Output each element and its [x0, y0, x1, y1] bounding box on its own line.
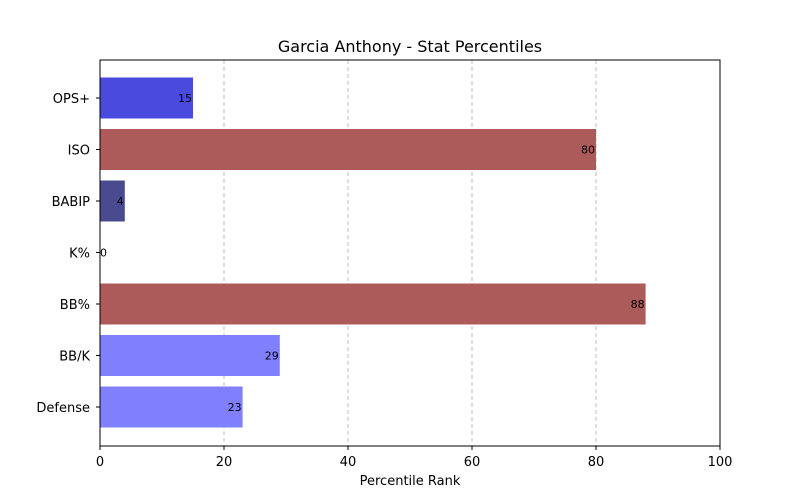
data-label: 80: [581, 144, 595, 157]
x-axis-ticks: 0 20 40 60 80 100: [96, 446, 733, 470]
y-tick-label: OPS+: [53, 92, 90, 107]
bar: [100, 77, 193, 119]
bar: [100, 335, 280, 376]
chart-title: Garcia Anthony - Stat Percentiles: [278, 37, 542, 56]
y-tick-label: BB/K: [59, 350, 90, 365]
bar: [100, 180, 125, 222]
y-tick-label: K%: [69, 247, 90, 262]
bar: [100, 283, 646, 325]
x-tick-label: 60: [464, 455, 481, 470]
y-axis-ticks: OPS+ ISO BABIP K% BB% BB/K Defense: [36, 92, 100, 416]
x-tick-label: 20: [216, 455, 233, 470]
x-tick-label: 40: [340, 455, 357, 470]
x-tick-label: 80: [588, 455, 605, 470]
data-label: 23: [228, 401, 242, 414]
y-tick-label: BABIP: [52, 195, 91, 210]
x-tick-label: 100: [708, 455, 733, 470]
bars: 15 80 4 0 88 29 23: [100, 77, 646, 428]
x-axis-label: Percentile Rank: [360, 474, 461, 489]
data-label: 0: [100, 247, 107, 260]
data-label: 88: [631, 298, 645, 311]
x-tick-label: 0: [96, 455, 104, 470]
y-tick-label: Defense: [36, 401, 90, 416]
grid-lines: [223, 60, 597, 446]
y-tick-label: BB%: [60, 298, 90, 313]
y-tick-label: ISO: [68, 144, 90, 159]
bar: [100, 386, 243, 428]
data-label: 29: [265, 350, 279, 363]
bar: [100, 129, 596, 170]
data-label: 4: [117, 195, 124, 208]
data-label: 15: [178, 92, 192, 105]
